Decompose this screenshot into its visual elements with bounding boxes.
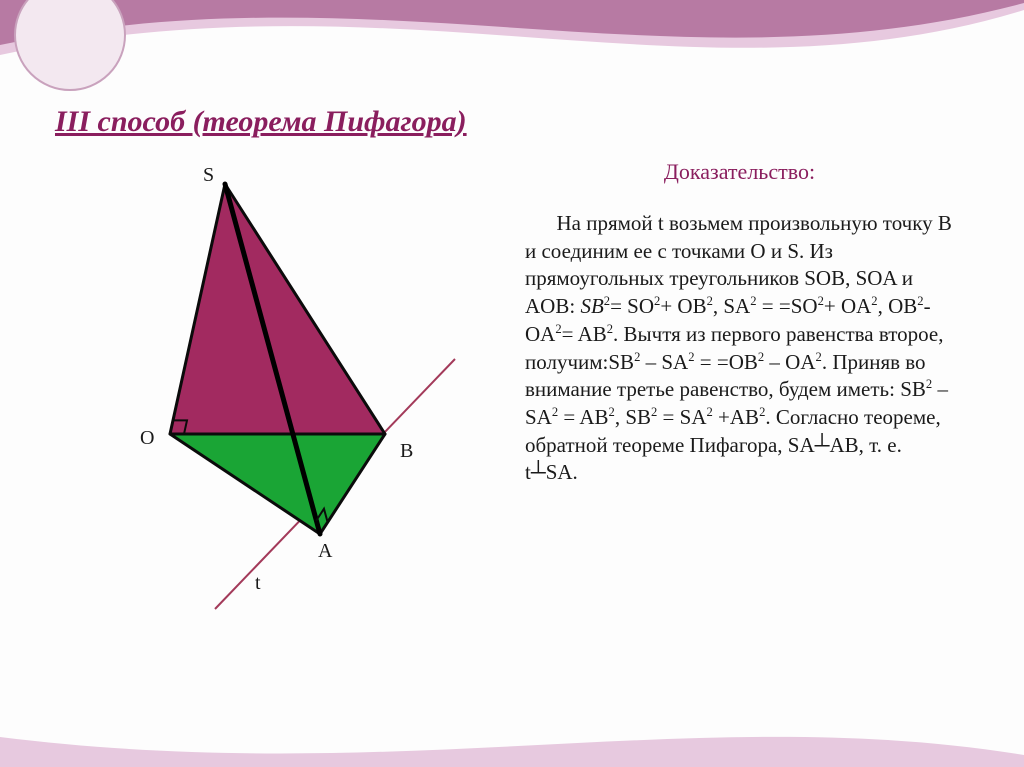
diagram-column: S O B At	[55, 159, 495, 629]
label-t: t	[255, 572, 261, 594]
slide-title: III способ (теорема Пифагора)	[55, 105, 984, 139]
footer-curve	[0, 737, 1024, 767]
label-s: S	[203, 164, 214, 186]
proof-text: На прямой t возьмем произвольную точку B…	[525, 210, 954, 487]
triangle-oab	[170, 434, 385, 534]
geometry-diagram: S O B At	[85, 159, 465, 629]
label-a: A	[318, 540, 333, 562]
footer-decor	[0, 717, 1024, 767]
text-column: Доказательство: На прямой t возьмем прои…	[525, 159, 984, 629]
proof-subtitle: Доказательство:	[525, 159, 954, 185]
slide-content: III способ (теорема Пифагора) S O B At Дока…	[0, 0, 1024, 669]
label-b: B	[400, 440, 413, 462]
label-o: O	[140, 427, 154, 449]
triangle-sob	[170, 184, 385, 434]
